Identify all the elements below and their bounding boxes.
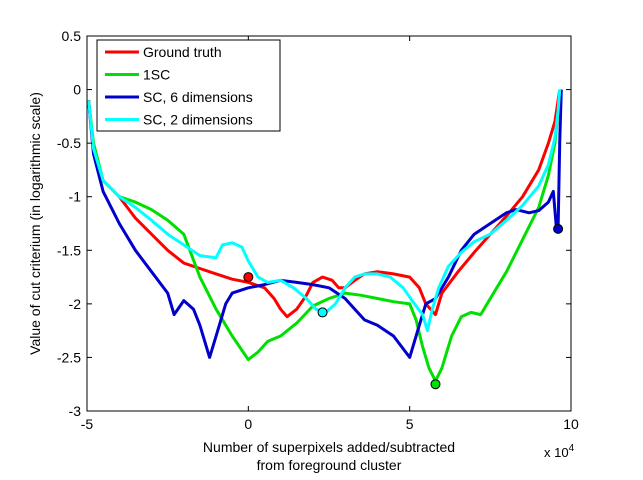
y-tick-label: -2 [69, 296, 82, 312]
series-line-3 [87, 89, 562, 333]
y-tick-label: -2.5 [57, 349, 81, 365]
series-marker-2 [553, 223, 564, 234]
legend-label-3: SC, 2 dimensions [143, 112, 253, 128]
ticks-layer: -5 0 5 10 0.5 0 -0.5 -1 -1.5 -2 -2.5 -3 [57, 28, 579, 432]
x-axis-multiplier: x 104 [544, 443, 575, 460]
x-axis-label-line-2: from foreground cluster [257, 457, 402, 473]
x-tick-label: 10 [563, 416, 579, 432]
y-tick-label: -1.5 [57, 242, 81, 258]
series-line-1 [87, 89, 562, 383]
x-tick-label: 5 [406, 416, 414, 432]
x-tick-label: 0 [244, 416, 252, 432]
series-line-2 [87, 89, 563, 359]
x-axis-label-line-1: Number of superpixels added/subtracted [203, 439, 455, 455]
legend-label-2: SC, 6 dimensions [143, 89, 253, 105]
y-tick-label: -3 [69, 403, 82, 419]
series-marker-0 [243, 272, 254, 283]
y-axis-label: Value of cut criterium (in logarithmic s… [27, 92, 43, 355]
x-tick-label: -5 [81, 416, 94, 432]
legend-box [96, 39, 281, 132]
series-layer [87, 89, 563, 383]
x-axis-multiplier-exponent: 4 [569, 443, 575, 454]
legend-label-1: 1SC [143, 67, 170, 83]
y-tick-label: 0 [73, 82, 81, 98]
y-tick-label: -0.5 [57, 135, 81, 151]
marker-layer [243, 223, 564, 390]
legend-label-0: Ground truth [143, 44, 222, 60]
legend: Ground truth 1SC SC, 6 dimensions SC, 2 dim… [96, 39, 281, 132]
axes-box [86, 35, 572, 412]
x-axis-multiplier-base: x 10 [544, 445, 569, 460]
series-marker-1 [430, 379, 441, 390]
series-marker-3 [317, 307, 328, 318]
y-tick-label: 0.5 [62, 28, 82, 44]
y-tick-label: -1 [69, 189, 82, 205]
